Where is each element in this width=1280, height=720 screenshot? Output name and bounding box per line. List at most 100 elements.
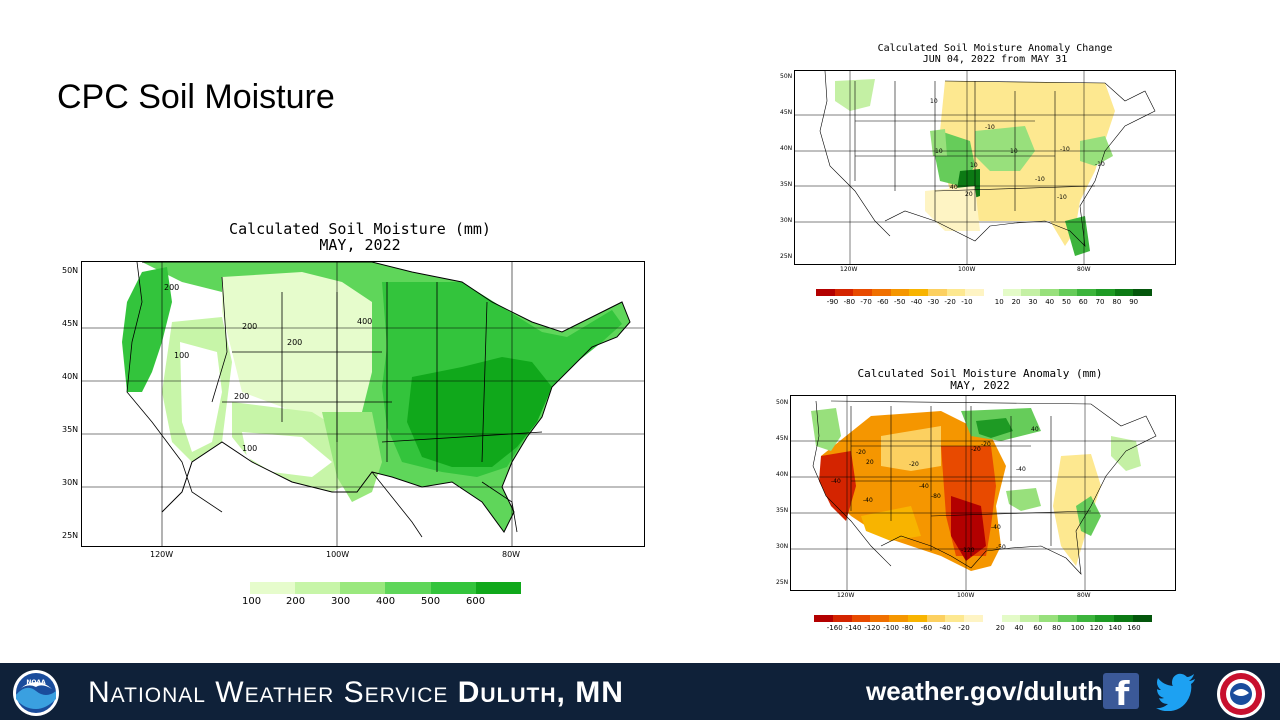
contour-label: -20: [909, 461, 919, 468]
colorbar-swatch: [946, 289, 966, 296]
colorbar-swatch: [1002, 289, 1022, 296]
contour-label: -10: [985, 124, 995, 131]
colorbar-swatch: [295, 582, 341, 594]
colorbar-swatch: [851, 615, 871, 622]
colorbar-swatch: [1114, 289, 1134, 296]
colorbar-label: 120: [1089, 624, 1104, 632]
contour-label: -50: [996, 544, 1006, 551]
colorbar-label: 80: [1112, 298, 1122, 306]
colorbar-label: -90: [826, 298, 839, 306]
colorbar-label: -20: [944, 298, 956, 306]
contour-label: -40: [863, 497, 873, 504]
lat-label: 35N: [62, 425, 79, 434]
lat-label: 25N: [780, 253, 793, 260]
colorbar-swatch: [250, 582, 296, 594]
colorbar-swatch: [1114, 615, 1134, 622]
lat-label: 50N: [780, 73, 793, 80]
anomaly-map-frame: 20 -20 -20 -40 -40 -80 -40 -20 -40 -120 …: [790, 395, 1176, 591]
colorbar-label: 500: [421, 596, 441, 607]
colorbar-swatch: [965, 289, 984, 296]
contour-label: 200: [234, 392, 249, 401]
lon-label: 80W: [1077, 592, 1091, 599]
colorbar-swatch: [1001, 615, 1021, 622]
contour-label: 40: [950, 184, 958, 191]
svg-text:NOAA: NOAA: [26, 679, 46, 686]
colorbar-swatch: [870, 615, 890, 622]
colorbar-label: 20: [1011, 298, 1021, 306]
colorbar-label: 300: [331, 596, 351, 607]
colorbar-swatch: [1057, 615, 1077, 622]
colorbar-swatch: [926, 615, 946, 622]
colorbar-swatch: [871, 289, 891, 296]
contour-label: -80: [931, 493, 941, 500]
colorbar-label: 80: [1052, 624, 1062, 632]
contour-label: -40: [1016, 466, 1026, 473]
contour-label: 20: [866, 459, 874, 466]
contour-label: -10: [1035, 176, 1045, 183]
colorbar-label: -10: [961, 298, 973, 306]
change-map-title: Calculated Soil Moisture Anomaly Change …: [877, 43, 1113, 65]
colorbar-label: 160: [1127, 624, 1141, 632]
contour-label: 200: [242, 322, 257, 331]
colorbar-swatch: [1039, 615, 1058, 622]
colorbar-label: 100: [242, 596, 262, 607]
colorbar-swatch: [385, 582, 431, 594]
anomaly-map-title: Calculated Soil Moisture Anomaly (mm) MA…: [857, 367, 1103, 392]
contour-label: -20: [856, 449, 866, 456]
colorbar-label: 30: [1028, 298, 1038, 306]
colorbar-label: -60: [877, 298, 889, 306]
lat-label: 25N: [776, 579, 789, 586]
colorbar-label: 60: [1033, 624, 1043, 632]
colorbar-swatch: [1021, 289, 1040, 296]
lat-label: 30N: [776, 543, 789, 550]
lon-label: 100W: [957, 592, 975, 599]
colorbar-swatch: [1020, 615, 1040, 622]
lat-label: 40N: [780, 145, 793, 152]
lon-label: 100W: [326, 550, 350, 559]
lon-label: 80W: [1077, 266, 1091, 273]
colorbar-swatch: [1095, 289, 1115, 296]
contour-label: 20: [965, 191, 973, 198]
lon-label: 120W: [840, 266, 858, 273]
lat-label: 45N: [780, 109, 793, 116]
lat-label: 35N: [780, 181, 793, 188]
colorbar-swatch: [853, 289, 872, 296]
contour-label: -40: [919, 483, 929, 490]
footer-bar: NOAA National Weather Service Duluth, MN…: [0, 663, 1280, 720]
colorbar-label: 60: [1078, 298, 1088, 306]
colorbar-swatch: [1039, 289, 1059, 296]
colorbar-label: 40: [1045, 298, 1055, 306]
colorbar-label: -50: [894, 298, 906, 306]
colorbar-label: 600: [466, 596, 486, 607]
lon-label: 80W: [502, 550, 521, 559]
change-map-frame: 10 -10 10 10 -10 -10 20 40 -10 -10 10: [794, 70, 1176, 265]
lon-label: 120W: [150, 550, 174, 559]
main-map-frame: 200 200 200 400 100 200 100: [81, 261, 645, 547]
colorbar-label: -40: [939, 624, 951, 632]
change-colorbar: [816, 289, 1152, 296]
colorbar-label: -100: [883, 624, 899, 632]
lat-label: 45N: [776, 435, 789, 442]
contour-label: -120: [961, 547, 975, 554]
main-map-title: Calculated Soil Moisture (mm) MAY, 2022: [229, 220, 491, 254]
site-url-link[interactable]: weather.gov/duluth: [866, 676, 1103, 706]
colorbar-swatch: [1133, 615, 1152, 622]
colorbar-label: -140: [845, 624, 862, 632]
facebook-icon[interactable]: f: [1103, 673, 1139, 713]
noaa-logo: NOAA: [13, 670, 59, 716]
colorbar-swatch: [889, 615, 908, 622]
contour-label: 100: [174, 351, 189, 360]
colorbar-swatch: [964, 615, 983, 622]
lat-label: 45N: [62, 319, 79, 328]
colorbar-swatch: [816, 289, 835, 296]
twitter-icon[interactable]: [1155, 671, 1197, 711]
colorbar-label: 40: [1014, 624, 1024, 632]
colorbar-swatch: [475, 582, 521, 594]
contour-label: 100: [242, 444, 257, 453]
colorbar-label: -40: [910, 298, 923, 306]
colorbar-label: 200: [286, 596, 306, 607]
lat-label: 35N: [776, 507, 789, 514]
colorbar-label: -80: [843, 298, 856, 306]
colorbar-label: 10: [994, 298, 1004, 306]
lat-label: 25N: [62, 531, 79, 540]
